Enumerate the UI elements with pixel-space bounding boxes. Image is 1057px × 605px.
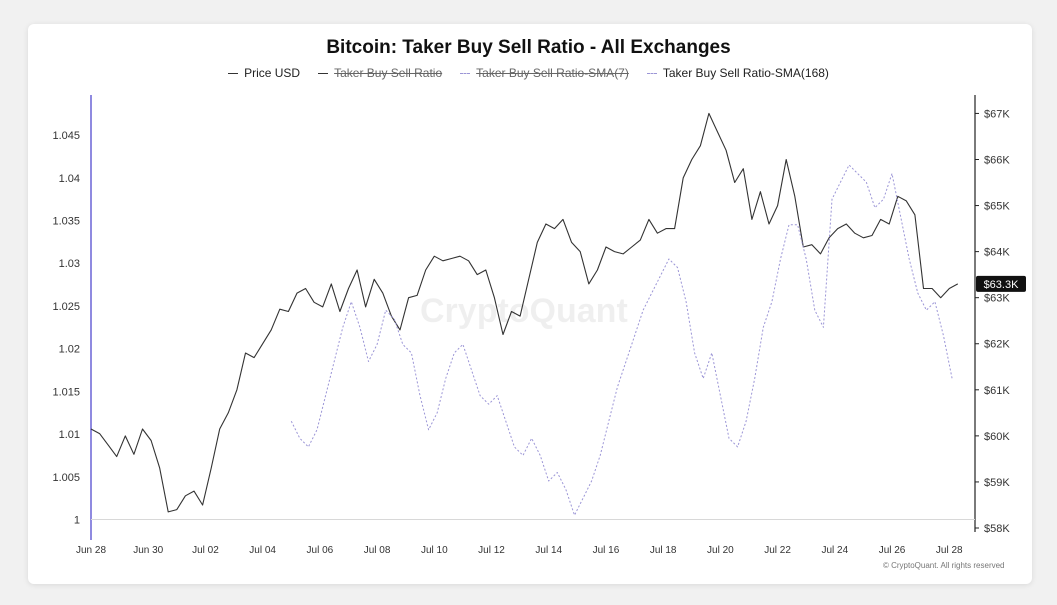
legend-item-price-usd[interactable]: Price USD <box>228 66 300 80</box>
y-right-tick-label: $58K <box>984 523 1010 535</box>
y-left-tick-label: 1.03 <box>59 258 80 270</box>
x-tick-label: Jul 02 <box>192 545 219 556</box>
y-right-tick-label: $62K <box>984 339 1010 351</box>
copyright-footer: © CryptoQuant. All rights reserved <box>883 561 1005 570</box>
y-right-tick-label: $61K <box>984 385 1010 397</box>
y-left-tick-label: 1.025 <box>52 301 80 313</box>
legend-item-sma168[interactable]: Taker Buy Sell Ratio-SMA(168) <box>646 66 829 80</box>
y-left-tick-label: 1.035 <box>52 216 80 228</box>
legend-label: Price USD <box>244 66 301 80</box>
x-tick-label: Jul 18 <box>650 545 677 556</box>
legend-swatch <box>646 72 657 74</box>
y-right-tick-label: $60K <box>984 431 1010 443</box>
x-tick-label: Jul 06 <box>307 545 334 556</box>
x-tick-label: Jul 24 <box>821 545 848 556</box>
y-right-tick-label: $65K <box>984 201 1010 213</box>
y-left-tick-label: 1.04 <box>59 173 80 185</box>
chart-legend: Price USD Taker Buy Sell Ratio Taker Buy… <box>0 66 1057 80</box>
y-left-tick-label: 1.01 <box>59 429 80 441</box>
x-tick-label: Jun 28 <box>76 545 106 556</box>
series-line-price-usd <box>90 112 959 513</box>
chart-title: Bitcoin: Taker Buy Sell Ratio - All Exch… <box>326 37 731 58</box>
chart-card <box>28 24 1032 584</box>
legend-item-sma7[interactable]: Taker Buy Sell Ratio-SMA(7) <box>460 66 629 80</box>
y-left-tick-label: 1.02 <box>59 344 80 356</box>
legend-swatch <box>460 72 471 74</box>
x-tick-label: Jul 22 <box>764 545 791 556</box>
legend-label: Taker Buy Sell Ratio-SMA(7) <box>476 66 629 80</box>
y-left-tick-label: 1 <box>74 514 80 526</box>
current-price-label: $63.3K <box>984 279 1020 291</box>
legend-swatch <box>228 72 239 74</box>
y-right-tick-label: $59K <box>984 477 1010 489</box>
y-right-tick-label: $63K <box>984 293 1010 305</box>
x-tick-label: Jul 04 <box>249 545 276 556</box>
legend-label: Taker Buy Sell Ratio-SMA(168) <box>662 66 829 80</box>
current-price-marker <box>976 275 1026 292</box>
x-tick-label: Jul 20 <box>707 545 734 556</box>
y-right-tick-label: $67K <box>984 108 1010 120</box>
y-left-tick-label: 1.015 <box>52 386 80 398</box>
x-tick-label: Jul 08 <box>364 545 391 556</box>
x-tick-label: Jul 26 <box>879 545 906 556</box>
y-right-tick-label: $64K <box>984 247 1010 259</box>
legend-item-taker-ratio[interactable]: Taker Buy Sell Ratio <box>318 66 442 80</box>
legend-label: Taker Buy Sell Ratio <box>334 66 443 80</box>
legend-swatch <box>318 72 329 74</box>
x-tick-label: Jul 12 <box>478 545 505 556</box>
series-line-sma168 <box>290 164 953 516</box>
x-tick-label: Jul 16 <box>593 545 620 556</box>
x-tick-label: Jul 14 <box>535 545 562 556</box>
x-tick-label: Jul 10 <box>421 545 448 556</box>
y-right-tick-label: $66K <box>984 154 1010 166</box>
x-tick-label: Jun 30 <box>133 545 163 556</box>
x-tick-label: Jul 28 <box>936 545 963 556</box>
y-left-tick-label: 1.005 <box>52 472 80 484</box>
y-left-tick-label: 1.045 <box>52 130 80 142</box>
